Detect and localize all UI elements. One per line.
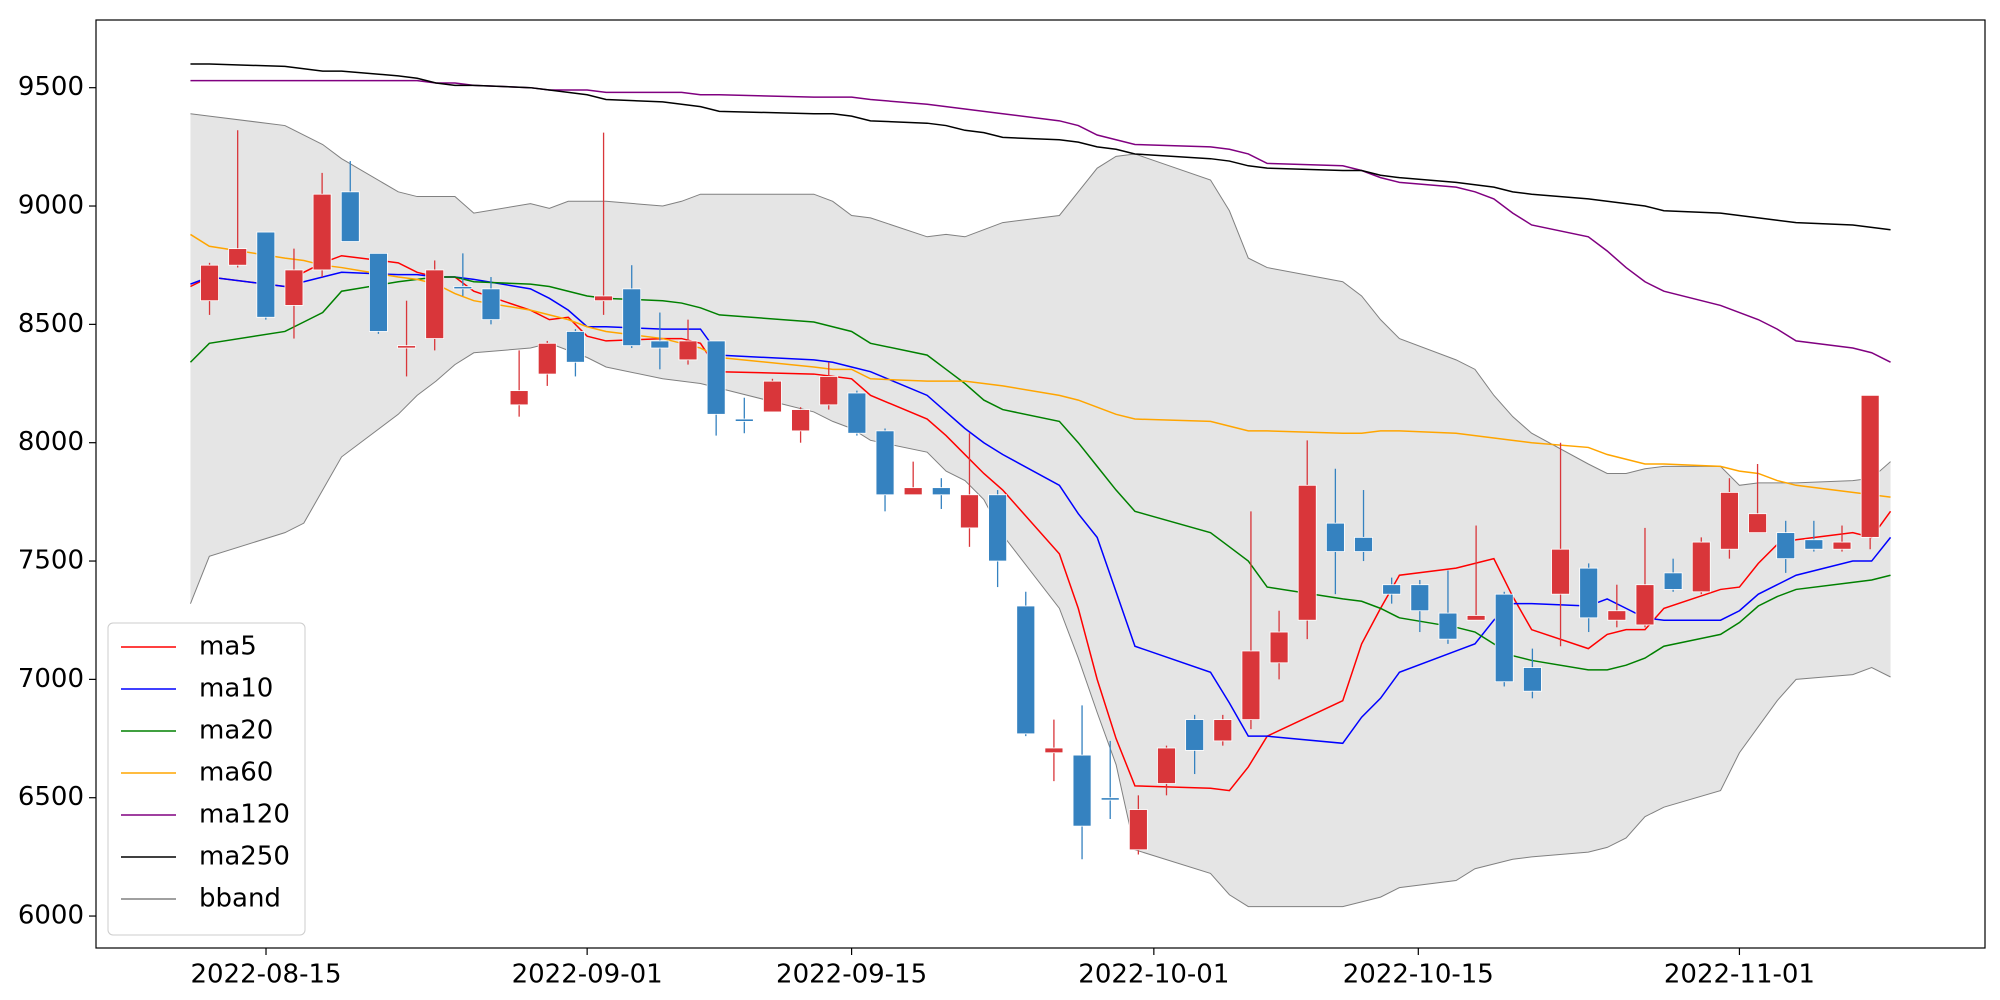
candle-body [1297, 484, 1317, 621]
candle-body [537, 342, 557, 375]
candle-body [1354, 536, 1373, 552]
candle-body [1522, 667, 1542, 692]
candle-body [1551, 548, 1570, 595]
y-tick-label: 8000 [18, 427, 84, 457]
x-tick-label: 2022-11-01 [1664, 960, 1815, 990]
legend-label: ma20 [199, 716, 273, 746]
candle-body [1663, 572, 1683, 590]
candle-body [228, 248, 248, 266]
y-tick-label: 9500 [18, 72, 84, 102]
candle-body [1157, 747, 1176, 784]
candle-body [1494, 593, 1514, 683]
candle-body [509, 390, 529, 406]
candle-body [453, 286, 473, 290]
candle-body [650, 340, 670, 349]
candle-body [312, 193, 332, 271]
legend-label: ma10 [199, 674, 273, 704]
candle-body [1213, 719, 1233, 742]
candle-body [425, 269, 445, 339]
legend-label: ma5 [199, 632, 257, 662]
candle-body [791, 409, 810, 432]
candle-body [847, 392, 867, 434]
candle-body [903, 487, 923, 496]
candle-body [1579, 567, 1599, 619]
candle-body [1860, 394, 1880, 538]
candle-body [1776, 532, 1796, 560]
plot-area: 6000 6500 7000 7500 8000 8500 9000 9500 2022-08-… [18, 19, 1986, 990]
candle-body [1410, 584, 1430, 612]
x-tick-label: 2022-09-01 [512, 960, 663, 990]
candle-body [369, 252, 388, 332]
candle-body [706, 340, 726, 415]
candle-body [481, 288, 501, 321]
candle-body [1438, 612, 1458, 640]
candle-body [931, 487, 951, 496]
candle-body [1325, 522, 1345, 552]
candle-body [1720, 492, 1739, 550]
candle-body [1382, 584, 1402, 595]
candle-body [763, 380, 782, 413]
candle-body [256, 231, 276, 318]
candle-body [734, 418, 754, 422]
ma-line [189, 276, 1891, 671]
candle-body [1269, 631, 1289, 664]
y-tick-label: 6000 [18, 901, 84, 931]
candle-body [988, 494, 1008, 562]
candle-body [1832, 541, 1852, 550]
candle-body [340, 191, 360, 242]
bband-upper [190, 113, 1891, 486]
candle-body [1466, 615, 1486, 621]
x-tick-label: 2022-09-15 [776, 960, 927, 990]
bband-lower [189, 342, 1891, 908]
candle-body [284, 269, 304, 306]
candle-body [1100, 797, 1120, 801]
y-tick-label: 7500 [18, 546, 84, 576]
candle-body [1635, 584, 1655, 626]
y-tick-label: 7000 [18, 664, 84, 694]
candle-body [200, 264, 219, 302]
legend-label: ma60 [199, 758, 273, 788]
y-tick-label: 8500 [18, 309, 84, 339]
candle-body [960, 494, 979, 529]
x-tick-label: 2022-10-15 [1343, 960, 1494, 990]
axes-frame [95, 19, 1986, 949]
y-tick-label: 6500 [18, 782, 84, 812]
candle-body [594, 295, 613, 302]
candle-body [1748, 513, 1767, 534]
candle-body [1804, 539, 1824, 550]
y-tick-label: 9000 [18, 191, 84, 221]
ma-line [190, 63, 1891, 231]
candle-body [875, 430, 895, 496]
candle-body [566, 331, 585, 363]
candle-body [622, 288, 642, 347]
candle-body [1044, 747, 1064, 754]
candle-body [1185, 719, 1205, 751]
candle-body [1607, 610, 1627, 621]
x-tick-label: 2022-08-15 [190, 960, 341, 990]
ma-line [190, 271, 1892, 745]
candle-body [1691, 541, 1711, 593]
candle-body [1072, 754, 1092, 827]
x-tick-label: 2022-10-01 [1078, 960, 1229, 990]
candle-body [678, 340, 698, 361]
candle-body [1016, 605, 1036, 735]
candle-body [819, 376, 839, 406]
bband-area [190, 113, 1891, 907]
legend-label: bband [199, 884, 281, 914]
candle-body [1128, 809, 1148, 851]
legend: ma5 ma10 ma20 ma60 ma120 ma250 bband [107, 622, 306, 936]
legend-label: ma250 [199, 842, 290, 872]
candle-body [1241, 650, 1261, 721]
legend-label: ma120 [199, 800, 290, 830]
candle-body [397, 345, 416, 349]
ma-line [190, 233, 1891, 498]
